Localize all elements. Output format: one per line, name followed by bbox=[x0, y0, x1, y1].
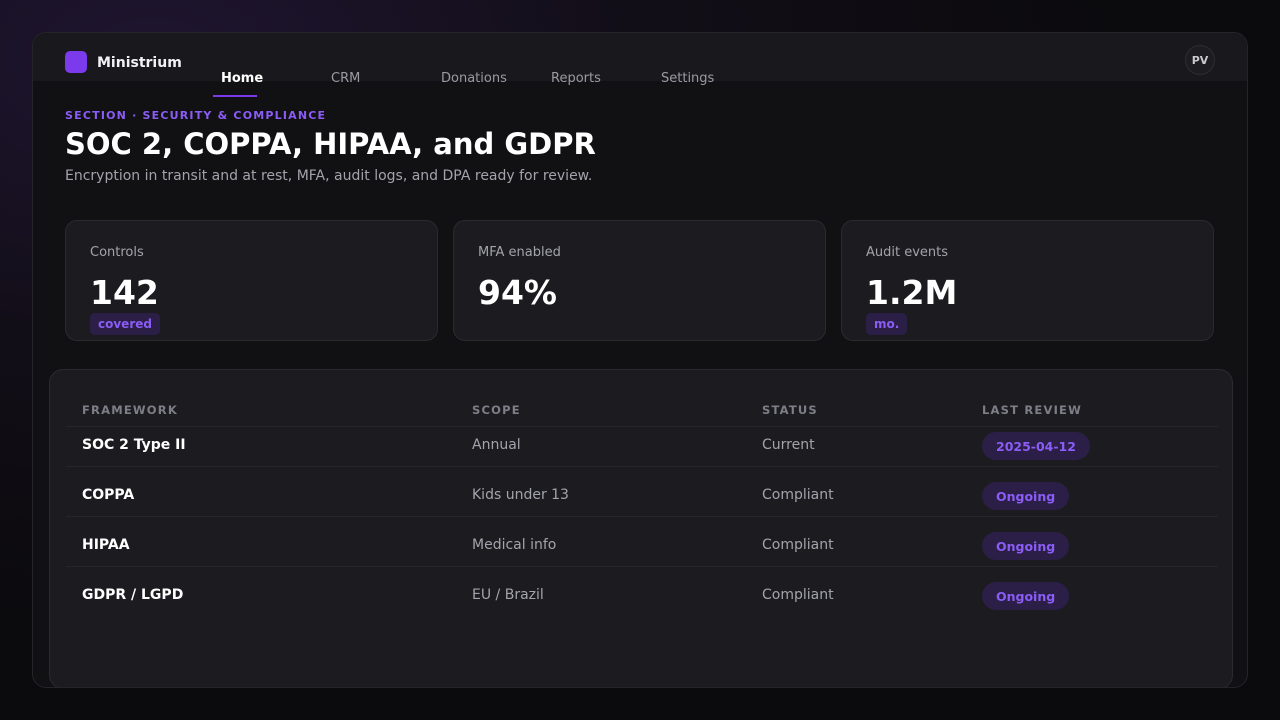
row-divider bbox=[66, 516, 1218, 517]
page-subtitle: Encryption in transit and at rest, MFA, … bbox=[65, 168, 593, 184]
nav-item-home[interactable]: Home bbox=[221, 71, 264, 86]
cell-framework: HIPAA bbox=[82, 537, 130, 553]
cell-status: Compliant bbox=[762, 487, 834, 503]
top-bar bbox=[33, 33, 1247, 81]
section-eyebrow: SECTION · SECURITY & COMPLIANCE bbox=[65, 109, 327, 122]
stat-label: Controls bbox=[90, 245, 144, 260]
stat-label: MFA enabled bbox=[478, 245, 561, 260]
nav-item-crm[interactable]: CRM bbox=[331, 71, 361, 86]
app-window: Ministrium Home CRM Donations Reports Se… bbox=[32, 32, 1248, 688]
logo-icon bbox=[65, 51, 87, 73]
stat-card-controls: Controls 142 covered bbox=[65, 220, 438, 341]
cell-scope: EU / Brazil bbox=[472, 587, 544, 603]
cell-framework: SOC 2 Type II bbox=[82, 437, 186, 453]
row-divider bbox=[66, 426, 1218, 427]
last-review-badge: Ongoing bbox=[982, 582, 1070, 610]
nav-item-donations[interactable]: Donations bbox=[441, 71, 507, 86]
nav-item-reports[interactable]: Reports bbox=[551, 71, 601, 86]
last-review-badge: Ongoing bbox=[982, 532, 1070, 560]
stat-value: 142 bbox=[90, 273, 159, 312]
cell-framework: COPPA bbox=[82, 487, 135, 503]
stat-card-mfa: MFA enabled 94% bbox=[453, 220, 826, 341]
last-review-badge: 2025-04-12 bbox=[982, 432, 1090, 460]
last-review-badge: Ongoing bbox=[982, 482, 1070, 510]
stat-pill: covered bbox=[90, 313, 160, 335]
column-header-last-review: LAST REVIEW bbox=[982, 403, 1082, 417]
cell-status: Compliant bbox=[762, 537, 834, 553]
stat-card-audit-events: Audit events 1.2M mo. bbox=[841, 220, 1214, 341]
page-title: SOC 2, COPPA, HIPAA, and GDPR bbox=[65, 127, 596, 161]
stat-label: Audit events bbox=[866, 245, 949, 260]
row-divider bbox=[66, 466, 1218, 467]
column-header-status: STATUS bbox=[762, 403, 818, 417]
stat-value: 94% bbox=[478, 273, 557, 312]
cell-status: Current bbox=[762, 437, 815, 453]
column-header-scope: SCOPE bbox=[472, 403, 521, 417]
cell-scope: Medical info bbox=[472, 537, 557, 553]
brand-name: Ministrium bbox=[97, 55, 182, 71]
nav-item-settings[interactable]: Settings bbox=[661, 71, 715, 86]
column-header-framework: FRAMEWORK bbox=[82, 403, 178, 417]
row-divider bbox=[66, 566, 1218, 567]
compliance-table: FRAMEWORK SCOPE STATUS LAST REVIEW SOC 2… bbox=[49, 369, 1233, 687]
cell-scope: Annual bbox=[472, 437, 521, 453]
nav-active-indicator bbox=[213, 95, 257, 97]
cell-scope: Kids under 13 bbox=[472, 487, 569, 503]
user-avatar[interactable]: PV bbox=[1185, 45, 1215, 75]
stat-value: 1.2M bbox=[866, 273, 958, 312]
stat-pill: mo. bbox=[866, 313, 908, 335]
cell-status: Compliant bbox=[762, 587, 834, 603]
cell-framework: GDPR / LGPD bbox=[82, 587, 184, 603]
